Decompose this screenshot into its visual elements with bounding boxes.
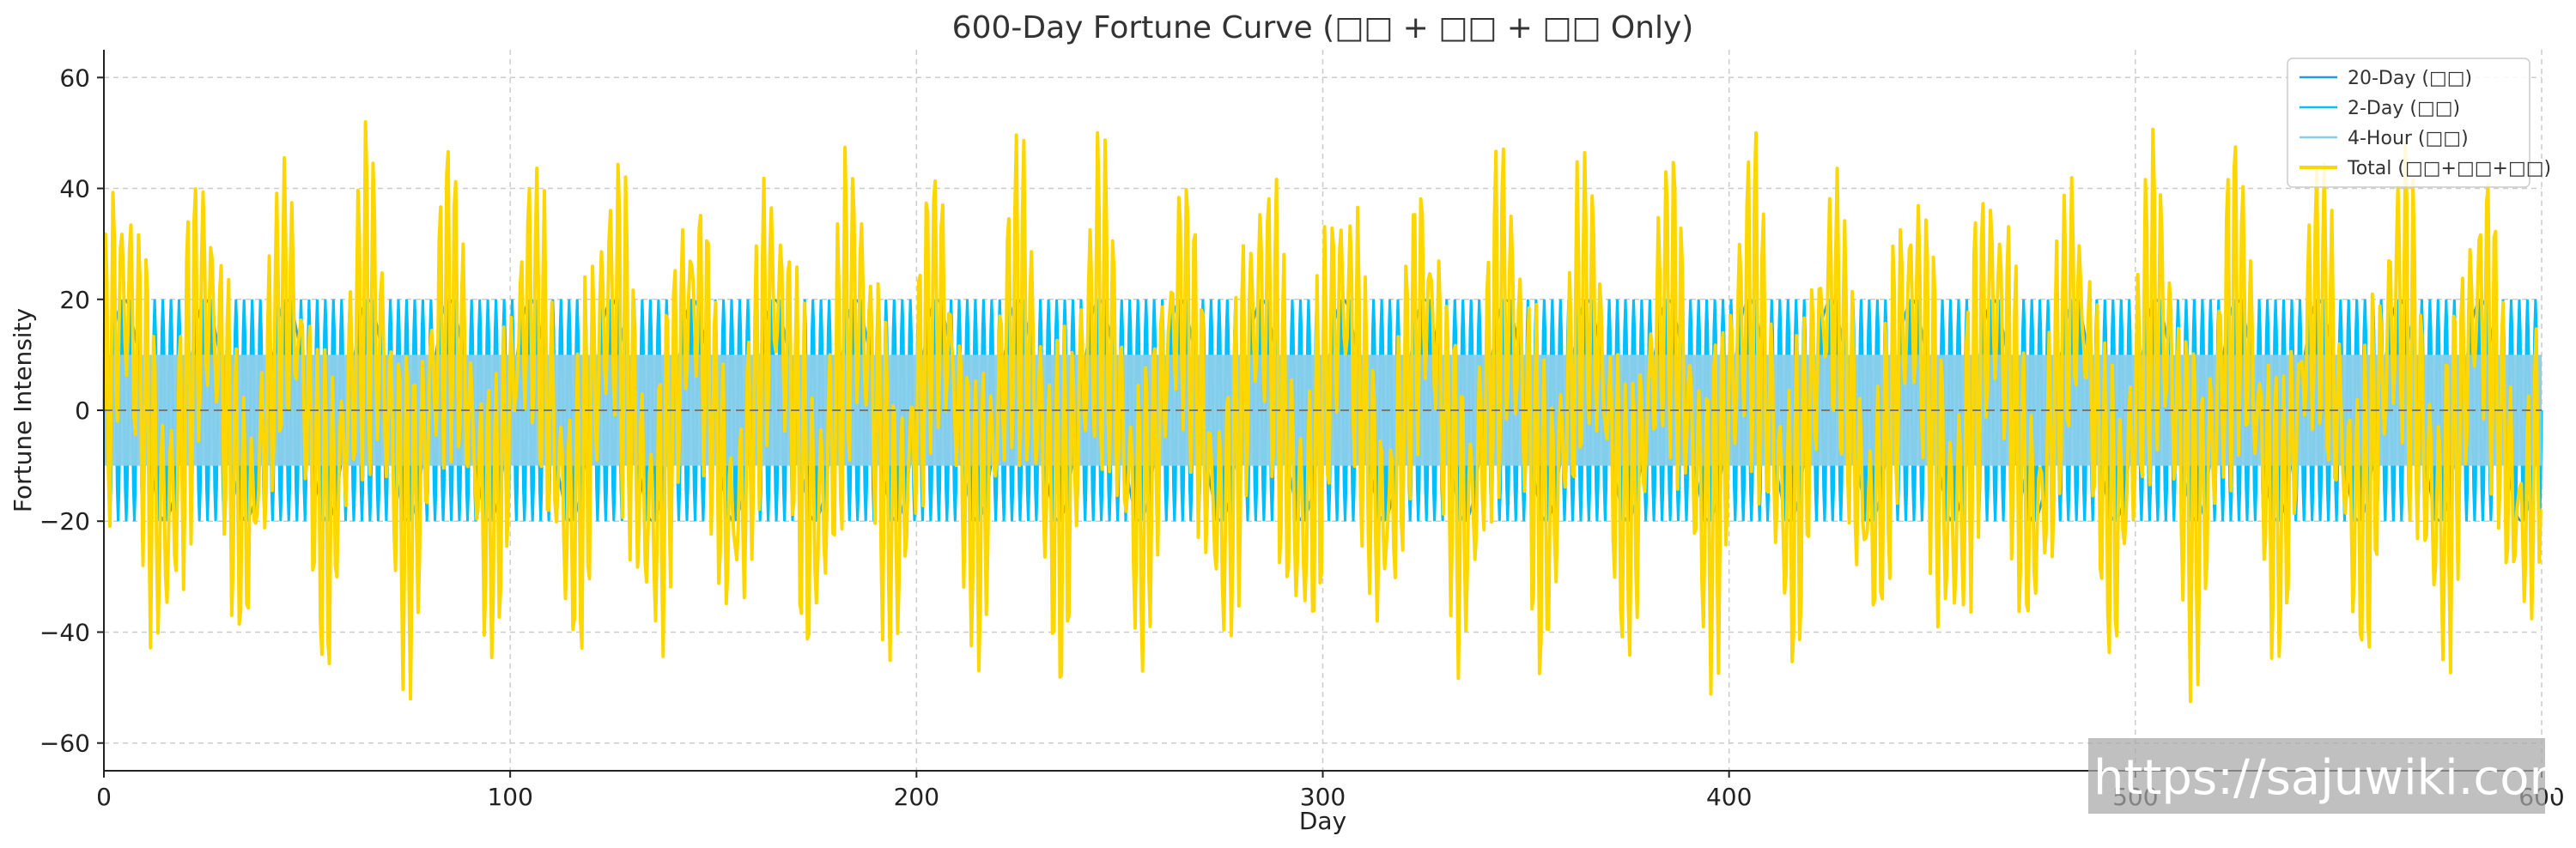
chart-title: 600-Day Fortune Curve (□□ + □□ + □□ Only… [952,10,1694,45]
y-tick-label: −60 [39,730,90,758]
series-layer [102,120,2543,704]
x-tick-label: 0 [96,783,112,811]
legend-label: 20-Day (□□) [2348,68,2472,89]
legend-label: 2-Day (□□) [2348,98,2460,119]
watermark-background [2088,738,2545,814]
y-tick-label: 0 [75,397,90,425]
legend: 20-Day (□□) 2-Day (□□) 4-Hour (□□) Total (□… [2287,58,2551,188]
legend-label: Total (□□+□□+□□) [2347,158,2551,179]
y-tick-label: 20 [59,286,90,314]
legend-box [2287,58,2530,188]
x-tick-label: 400 [1706,783,1752,811]
x-tick-label: 100 [487,783,532,811]
x-tick-label: 300 [1300,783,1346,811]
watermark: https://sajuwiki.com [2088,738,2576,814]
y-tick-label: −20 [39,507,90,536]
y-tick-label: 60 [59,64,90,92]
series-total-line [102,120,2543,704]
watermark-text: https://sajuwiki.com [2093,750,2576,806]
x-tick-label: 200 [894,783,939,811]
y-axis-label: Fortune Intensity [9,308,37,512]
y-tick-label: −40 [39,618,90,646]
legend-label: 4-Hour (□□) [2348,128,2469,149]
y-tick-label: 40 [59,175,90,203]
x-axis-label: Day [1299,807,1346,835]
